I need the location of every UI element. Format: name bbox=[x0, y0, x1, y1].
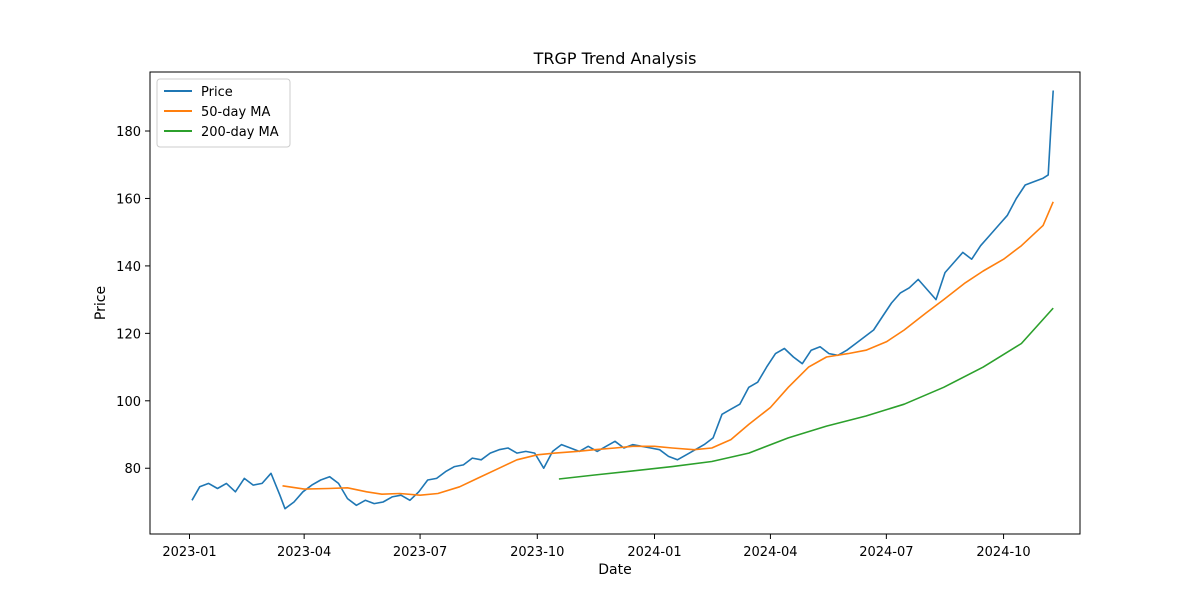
x-axis: 2023-01 2023-04 2023-07 2023-10 2024-01 2024-… bbox=[162, 534, 1031, 560]
y-tick-label: 80 bbox=[124, 462, 141, 477]
legend-item-price: Price bbox=[164, 85, 233, 100]
x-tick-label: 2023-07 bbox=[393, 545, 447, 560]
legend-item-50-day-ma: 50-day MA bbox=[164, 105, 270, 120]
y-tick-label: 140 bbox=[116, 260, 141, 275]
x-tick-label: 2024-04 bbox=[743, 545, 797, 560]
x-tick-label: 2023-01 bbox=[162, 545, 216, 560]
y-tick-label: 160 bbox=[116, 192, 141, 207]
x-tick-label: 2024-01 bbox=[627, 545, 681, 560]
y-tick-label: 120 bbox=[116, 327, 141, 342]
legend-label: 200-day MA bbox=[201, 125, 279, 140]
x-tick-label: 2023-04 bbox=[277, 545, 331, 560]
ma200-line bbox=[558, 307, 1054, 480]
x-axis-label: Date bbox=[598, 562, 631, 578]
chart-title: TRGP Trend Analysis bbox=[533, 49, 697, 68]
y-tick-label: 180 bbox=[116, 125, 141, 140]
x-tick-label: 2024-07 bbox=[859, 545, 913, 560]
x-tick-label: 2023-10 bbox=[510, 545, 564, 560]
legend: Price 50-day MA 200-day MA bbox=[156, 78, 291, 148]
legend-label: Price bbox=[201, 85, 233, 100]
ma50-line bbox=[282, 201, 1054, 497]
y-axis-label: Price bbox=[93, 286, 109, 320]
x-tick-label: 2024-10 bbox=[976, 545, 1030, 560]
y-tick-label: 100 bbox=[116, 395, 141, 410]
y-axis: 80 100 120 140 160 180 bbox=[116, 125, 150, 477]
legend-item-200-day-ma: 200-day MA bbox=[164, 125, 279, 140]
series-lines bbox=[191, 90, 1054, 510]
plot-area bbox=[149, 71, 1081, 535]
legend-label: 50-day MA bbox=[201, 105, 270, 120]
